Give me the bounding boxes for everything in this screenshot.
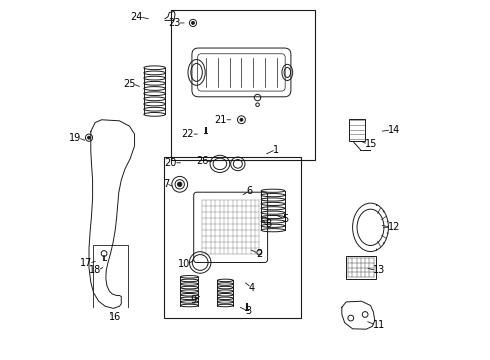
Text: 8: 8: [266, 219, 272, 229]
Text: 5: 5: [282, 215, 288, 224]
Text: 26: 26: [196, 156, 208, 166]
Bar: [164, 157, 300, 318]
Text: 3: 3: [245, 306, 251, 316]
FancyBboxPatch shape: [197, 54, 285, 91]
Text: 20: 20: [165, 158, 177, 168]
Text: 1: 1: [273, 144, 279, 154]
Text: 21: 21: [215, 115, 227, 125]
Bar: [346, 256, 375, 279]
Text: 10: 10: [178, 259, 191, 269]
Circle shape: [177, 182, 182, 186]
Text: 19: 19: [69, 133, 81, 143]
Text: 15: 15: [365, 139, 377, 149]
Text: 6: 6: [247, 186, 253, 196]
Text: 22: 22: [182, 129, 194, 139]
Text: 18: 18: [89, 265, 101, 275]
Text: 14: 14: [389, 125, 401, 135]
FancyBboxPatch shape: [192, 48, 291, 97]
Circle shape: [88, 136, 91, 139]
Text: 24: 24: [130, 12, 143, 22]
Circle shape: [240, 118, 243, 121]
Text: 2: 2: [256, 248, 262, 258]
Text: 17: 17: [79, 258, 92, 268]
Bar: [349, 119, 365, 140]
Circle shape: [192, 22, 195, 24]
Text: 23: 23: [168, 18, 180, 28]
Text: 13: 13: [373, 265, 386, 275]
Text: 9: 9: [191, 295, 196, 305]
Text: 25: 25: [123, 79, 136, 89]
Text: 11: 11: [373, 320, 386, 330]
FancyBboxPatch shape: [194, 192, 268, 262]
Text: 4: 4: [248, 283, 255, 293]
Text: 12: 12: [389, 222, 401, 232]
Text: 16: 16: [109, 312, 122, 322]
Bar: [172, 10, 315, 160]
Text: 7: 7: [163, 179, 169, 189]
